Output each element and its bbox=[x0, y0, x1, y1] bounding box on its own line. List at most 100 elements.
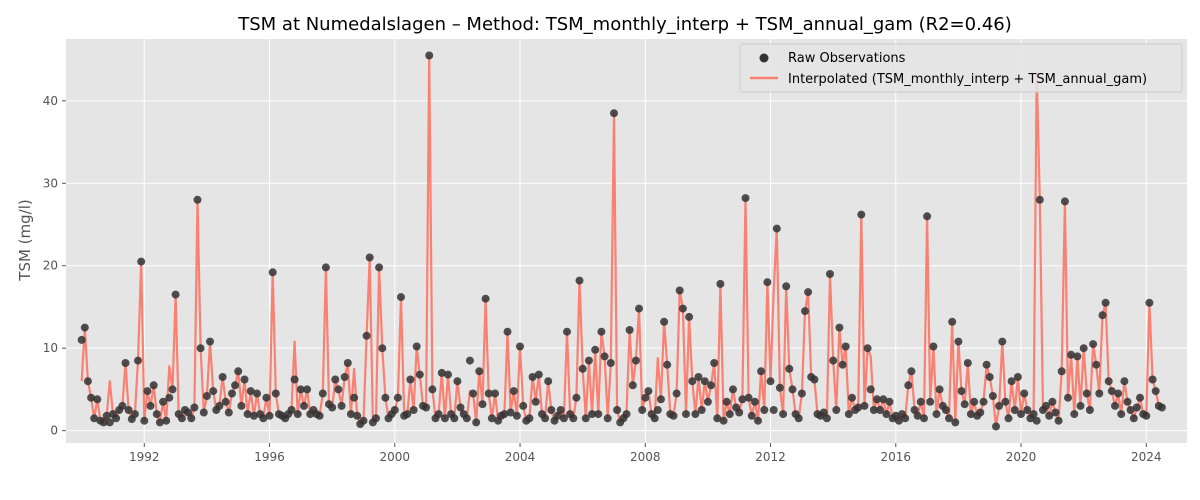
raw-observation-point bbox=[713, 414, 722, 423]
raw-observation-point bbox=[559, 414, 568, 423]
raw-observation-point bbox=[268, 268, 277, 277]
raw-observation-point bbox=[738, 395, 747, 404]
raw-observation-point bbox=[992, 422, 1000, 431]
raw-observations-series bbox=[77, 51, 1166, 431]
raw-observation-point bbox=[716, 279, 725, 288]
raw-observation-point bbox=[240, 375, 249, 384]
raw-observation-point bbox=[675, 286, 684, 295]
raw-observation-point bbox=[960, 400, 969, 409]
raw-observation-point bbox=[703, 397, 712, 406]
raw-observation-point bbox=[1114, 389, 1123, 398]
raw-observation-point bbox=[484, 389, 493, 398]
raw-observation-point bbox=[1095, 389, 1104, 398]
raw-observation-point bbox=[541, 414, 550, 423]
raw-observation-point bbox=[112, 414, 121, 423]
raw-observation-point bbox=[218, 373, 227, 381]
raw-observation-point bbox=[913, 411, 922, 420]
raw-observation-point bbox=[653, 406, 662, 414]
raw-observation-point bbox=[750, 397, 759, 406]
raw-observation-point bbox=[904, 381, 913, 390]
raw-observation-point bbox=[860, 401, 869, 410]
raw-observation-point bbox=[678, 304, 687, 313]
raw-observation-point bbox=[381, 393, 390, 402]
raw-observation-point bbox=[102, 411, 111, 420]
raw-observation-point bbox=[140, 416, 149, 425]
raw-observation-point bbox=[165, 393, 174, 402]
y-tick-label: 20 bbox=[43, 259, 58, 273]
raw-observation-point bbox=[581, 414, 590, 423]
raw-observation-point bbox=[137, 257, 146, 266]
raw-observation-point bbox=[293, 410, 302, 419]
raw-observation-point bbox=[628, 381, 637, 390]
raw-observation-point bbox=[124, 406, 133, 414]
raw-observation-point bbox=[963, 359, 972, 367]
raw-observation-point bbox=[1129, 414, 1138, 423]
raw-observation-point bbox=[916, 397, 925, 406]
raw-observation-point bbox=[331, 375, 340, 384]
raw-observation-point bbox=[1010, 406, 1019, 414]
raw-observation-point bbox=[866, 385, 875, 394]
raw-observation-point bbox=[591, 345, 600, 354]
raw-observation-point bbox=[228, 389, 236, 398]
raw-observation-point bbox=[951, 418, 960, 427]
raw-observation-point bbox=[744, 393, 753, 402]
raw-observation-point bbox=[121, 359, 130, 367]
raw-observation-point bbox=[1126, 406, 1135, 414]
raw-observation-point bbox=[707, 381, 715, 390]
raw-observation-point bbox=[321, 263, 330, 272]
raw-observation-point bbox=[118, 401, 127, 410]
raw-observation-point bbox=[246, 387, 255, 396]
raw-observation-point bbox=[979, 397, 988, 406]
raw-observation-point bbox=[340, 373, 349, 381]
raw-observation-point bbox=[1070, 410, 1079, 419]
raw-observation-point bbox=[168, 385, 177, 394]
raw-observation-point bbox=[177, 414, 186, 423]
raw-observation-point bbox=[328, 403, 337, 412]
raw-observation-point bbox=[603, 414, 612, 423]
raw-observation-point bbox=[638, 406, 647, 414]
raw-observation-point bbox=[519, 401, 528, 410]
raw-observation-point bbox=[869, 406, 878, 414]
raw-observation-point bbox=[882, 410, 891, 419]
legend: Raw Observations Interpolated (TSM_month… bbox=[739, 43, 1183, 93]
raw-observation-point bbox=[152, 410, 161, 419]
raw-observation-point bbox=[337, 401, 346, 410]
raw-observation-point bbox=[957, 387, 966, 396]
raw-observation-point bbox=[1123, 397, 1132, 406]
raw-observation-point bbox=[804, 288, 813, 297]
raw-observation-point bbox=[788, 385, 797, 394]
raw-observation-point bbox=[444, 370, 452, 379]
x-tick-label: 2008 bbox=[630, 450, 661, 464]
raw-observation-point bbox=[531, 397, 540, 406]
x-tick-label: 1996 bbox=[254, 450, 285, 464]
legend-interp-label: Interpolated (TSM_monthly_interp + TSM_a… bbox=[788, 72, 1147, 87]
raw-observation-point bbox=[1111, 401, 1119, 410]
raw-observation-point bbox=[854, 403, 863, 412]
raw-observation-point bbox=[650, 414, 659, 423]
raw-observation-point bbox=[610, 109, 618, 118]
raw-observation-point bbox=[512, 411, 521, 420]
raw-observation-point bbox=[209, 387, 218, 396]
raw-observation-point bbox=[1117, 410, 1126, 419]
raw-observation-point bbox=[409, 406, 418, 414]
raw-observation-point bbox=[93, 395, 102, 404]
raw-observation-point bbox=[1142, 411, 1151, 420]
raw-observation-point bbox=[556, 406, 565, 414]
x-axis-ticks: 1992 1996 2000 2004 2008 2012 2016 2020 2024 bbox=[129, 443, 1162, 464]
raw-observation-point bbox=[1023, 406, 1032, 414]
raw-observation-point bbox=[1098, 311, 1107, 320]
raw-observation-point bbox=[688, 377, 697, 386]
raw-observation-point bbox=[685, 312, 694, 321]
raw-observation-point bbox=[838, 360, 847, 369]
raw-observation-point bbox=[365, 253, 374, 262]
raw-observation-point bbox=[729, 385, 737, 394]
raw-observation-point bbox=[663, 360, 672, 369]
raw-observation-point bbox=[469, 389, 478, 398]
raw-observation-point bbox=[1001, 397, 1010, 406]
raw-observation-point bbox=[597, 327, 606, 336]
raw-observation-point bbox=[155, 418, 164, 427]
raw-observation-point bbox=[202, 392, 211, 400]
raw-observation-point bbox=[143, 387, 152, 396]
raw-observation-point bbox=[221, 397, 230, 406]
legend-raw-marker bbox=[759, 53, 769, 63]
